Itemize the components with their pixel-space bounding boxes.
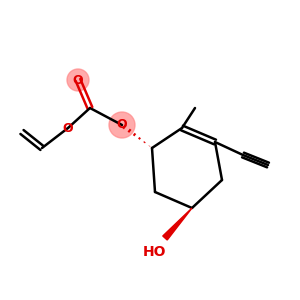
Text: HO: HO [143,245,167,259]
Circle shape [67,69,89,91]
Text: O: O [73,74,83,86]
Polygon shape [163,208,192,240]
Circle shape [109,112,135,138]
Text: O: O [63,122,73,134]
Text: O: O [117,118,127,131]
